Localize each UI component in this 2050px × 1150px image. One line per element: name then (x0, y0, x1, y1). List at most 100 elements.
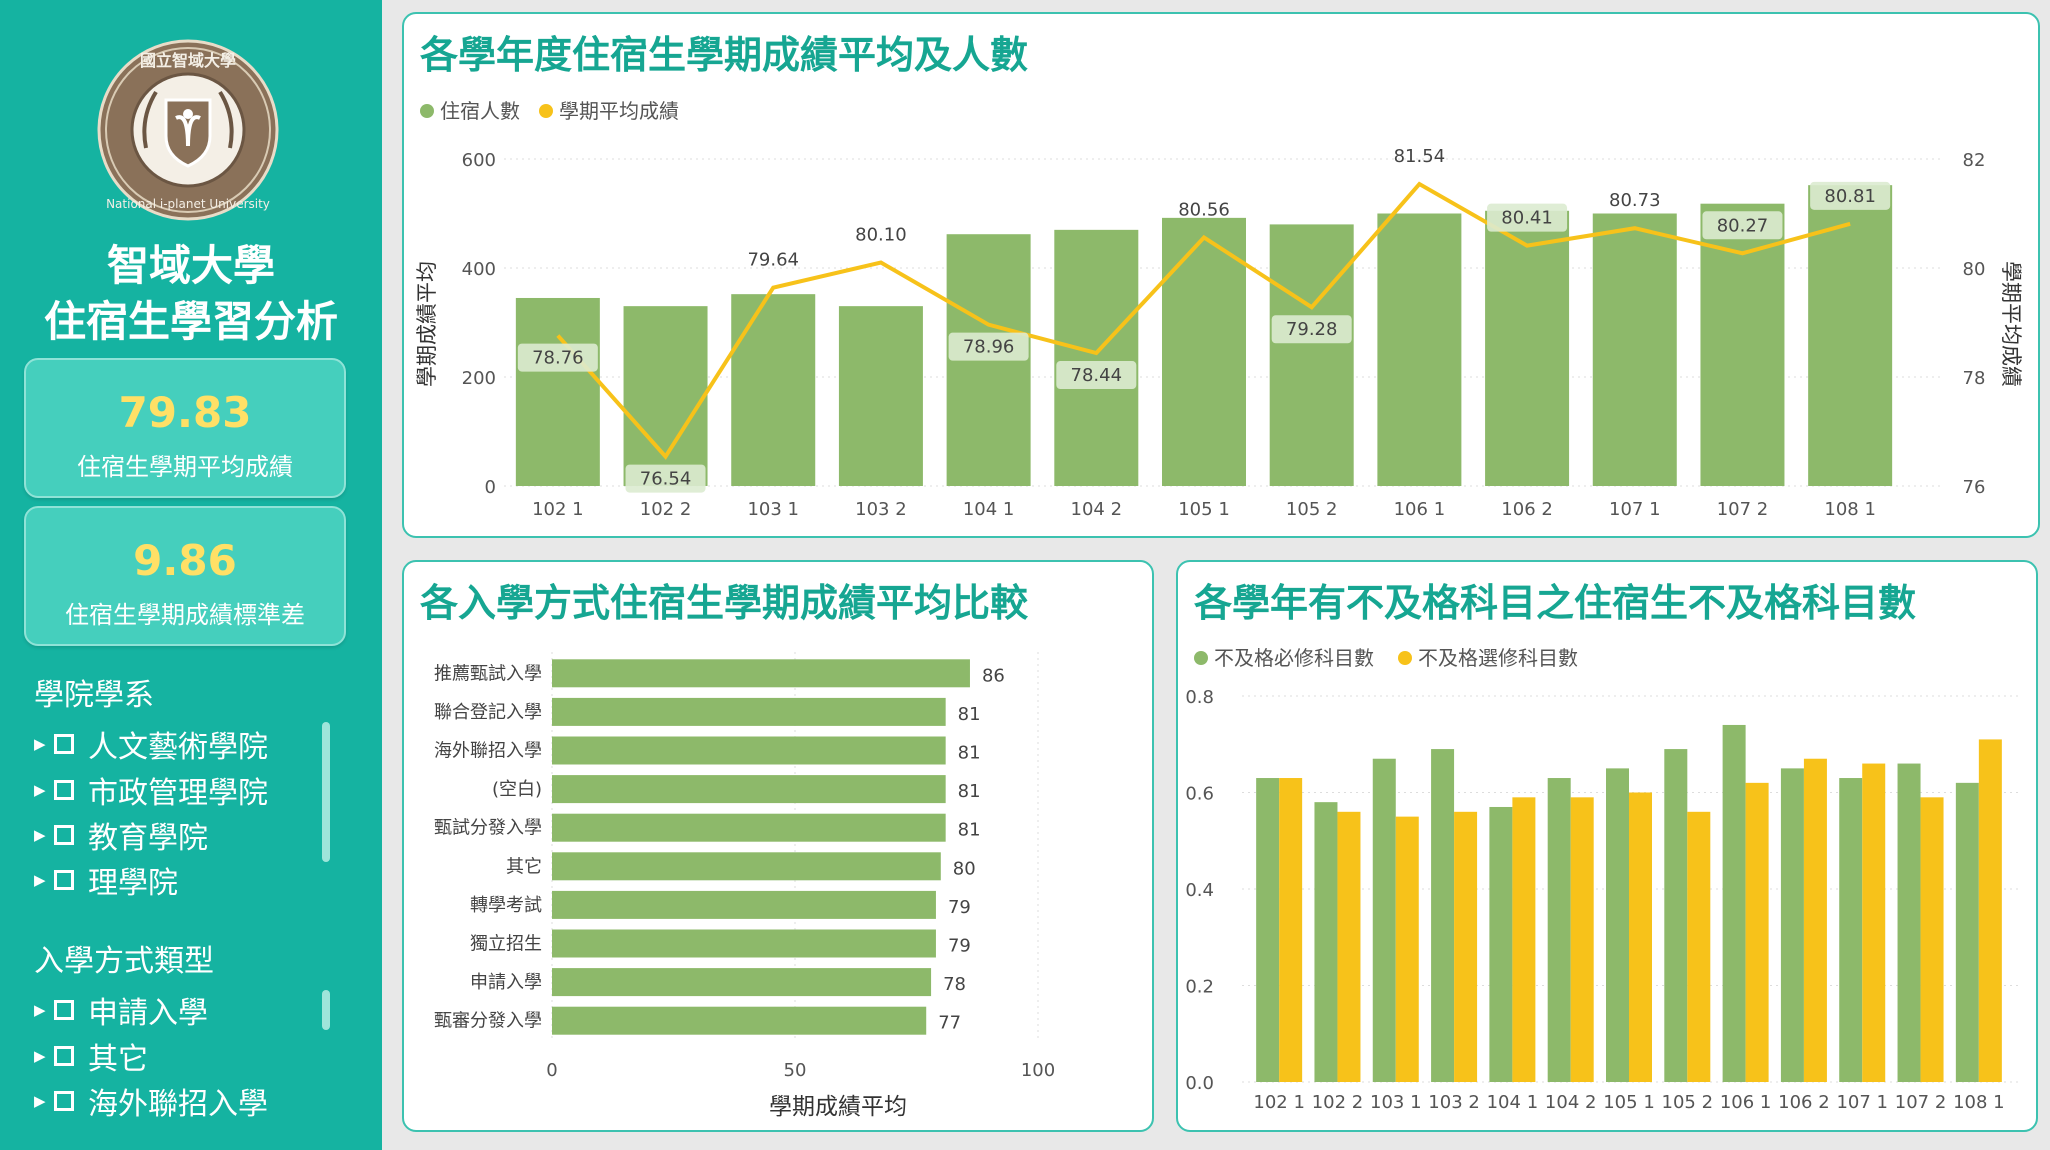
kpi-card-stddev: 9.86 住宿生學期成績標準差 (24, 506, 346, 646)
bar-elective-failed (1803, 758, 1827, 1082)
panel-admission-bar-chart: 各入學方式住宿生學期成績平均比較 0 50 100 推薦甄試入學 86 聯合登記入學 81 海… (402, 560, 1154, 1132)
bar-admission-average (552, 890, 936, 919)
x-tick-label: 0 (546, 1060, 557, 1081)
bar-resident-count (1162, 217, 1246, 487)
y2-tick-label: 82 (1963, 150, 1986, 171)
checkbox[interactable] (54, 734, 74, 754)
slicer-item-label: 海外聯招入學 (88, 1087, 268, 1122)
bar-elective-failed (1862, 763, 1886, 1082)
bar-admission-average (552, 775, 946, 804)
expand-arrow-icon[interactable]: ▶ (34, 781, 46, 799)
x-tick-label: 104 1 (963, 499, 1015, 520)
legend-label: 不及格選修科目數 (1418, 646, 1578, 670)
data-label: 81 (958, 820, 981, 841)
bar-admission-average (552, 968, 932, 997)
data-label: 80.10 (855, 225, 907, 246)
data-label: 78 (943, 974, 966, 995)
expand-arrow-icon[interactable]: ▶ (34, 1001, 46, 1019)
expand-arrow-icon[interactable]: ▶ (34, 826, 46, 844)
data-label-bg (1487, 203, 1568, 232)
y-tick-label: 0 (485, 477, 496, 498)
y-tick-label: 轉學考試 (470, 895, 542, 916)
kpi-average-value: 79.83 (118, 388, 252, 437)
y-tick-label: 600 (462, 150, 496, 171)
data-label: 79 (948, 936, 971, 957)
data-label: 80.27 (1717, 215, 1769, 236)
panel-semester-combo-chart: 各學年度住宿生學期成績平均及人數 住宿人數 學期平均成績 600 400 200 0 82 8… (402, 12, 2040, 538)
legend-label: 學期平均成績 (559, 99, 679, 123)
x-tick-label: 102 1 (1253, 1092, 1305, 1113)
y-tick-label: 其它 (506, 856, 542, 877)
bar-admission-average (552, 852, 941, 881)
bar-elective-failed (1687, 811, 1711, 1082)
x-tick-label: 103 2 (855, 499, 907, 520)
checkbox[interactable] (54, 1000, 74, 1020)
x-axis-title: 學期成績平均 (769, 1094, 907, 1120)
y-tick-label: 0.6 (1185, 784, 1214, 805)
legend-marker (1194, 651, 1208, 665)
slicer-college-item[interactable]: ▶ 理學院 (34, 858, 178, 902)
x-tick-label: 103 1 (1370, 1092, 1422, 1113)
expand-arrow-icon[interactable]: ▶ (34, 735, 46, 753)
data-label: 76.54 (640, 469, 692, 490)
slicer-admission-item[interactable]: ▶ 其它 (34, 1034, 148, 1078)
checkbox[interactable] (54, 1046, 74, 1066)
slicer-admission-item[interactable]: ▶ 申請入學 (34, 988, 208, 1032)
x-tick-label: 103 2 (1428, 1092, 1480, 1113)
y-tick-label: 甄審分發入學 (434, 1011, 542, 1032)
x-tick-label: 106 1 (1720, 1092, 1772, 1113)
bar-required-failed (1314, 802, 1338, 1082)
slicer-college-item[interactable]: ▶ 市政管理學院 (34, 768, 268, 812)
university-logo: 國立智域大學 National i-planet University (97, 39, 279, 221)
data-label: 80.41 (1501, 208, 1553, 229)
x-tick-label: 108 1 (1824, 499, 1876, 520)
bar-elective-failed (1745, 782, 1769, 1082)
dashboard-title: 住宿生學習分析 (43, 297, 338, 346)
y-tick-label: 0.0 (1185, 1073, 1214, 1094)
kpi-stddev-label: 住宿生學期成績標準差 (65, 601, 305, 629)
slicer-item-label: 教育學院 (88, 821, 208, 856)
x-tick-label: 50 (784, 1060, 807, 1081)
slicer-item-label: 申請入學 (88, 996, 208, 1031)
y-tick-label: 0.8 (1185, 687, 1214, 708)
x-tick-label: 106 1 (1394, 499, 1446, 520)
bar-required-failed (1664, 749, 1688, 1082)
slicer-admission-item[interactable]: ▶ 海外聯招入學 (34, 1079, 268, 1123)
bar-admission-average (552, 1006, 927, 1035)
legend-marker (420, 104, 434, 118)
x-tick-label: 100 (1021, 1060, 1055, 1081)
y-tick-label: 0.4 (1185, 880, 1214, 901)
bar-required-failed (1606, 768, 1629, 1082)
bar-elective-failed (1279, 778, 1303, 1082)
data-label: 79.28 (1286, 319, 1338, 340)
bar-elective-failed (1978, 739, 2002, 1082)
checkbox[interactable] (54, 780, 74, 800)
panel-failing-courses-chart: 各學年有不及格科目之住宿生不及格科目數 不及格必修科目數 不及格選修科目數 0.8 0… (1176, 560, 2038, 1132)
slicer-college-item[interactable]: ▶ 教育學院 (34, 813, 208, 857)
data-label: 78.76 (532, 348, 584, 369)
bar-required-failed (1372, 758, 1396, 1082)
kpi-stddev-value: 9.86 (133, 536, 237, 585)
data-label-bg (1056, 361, 1137, 390)
bar-required-failed (1256, 778, 1280, 1082)
legend-label: 不及格必修科目數 (1214, 646, 1374, 670)
slicer-college-scrollbar[interactable] (322, 722, 330, 862)
bar-required-failed (1489, 806, 1513, 1082)
slicer-admission-scrollbar[interactable] (322, 990, 330, 1030)
x-tick-label: 106 2 (1778, 1092, 1830, 1113)
y-tick-label: 400 (462, 259, 496, 280)
x-tick-label: 107 1 (1609, 499, 1661, 520)
expand-arrow-icon[interactable]: ▶ (34, 1047, 46, 1065)
x-tick-label: 105 1 (1603, 1092, 1655, 1113)
slicer-college-item[interactable]: ▶ 人文藝術學院 (34, 722, 268, 766)
expand-arrow-icon[interactable]: ▶ (34, 871, 46, 889)
sidebar: 國立智域大學 National i-planet University 智域大學… (0, 0, 382, 1150)
checkbox[interactable] (54, 825, 74, 845)
checkbox[interactable] (54, 870, 74, 890)
bar-admission-average (552, 659, 970, 688)
checkbox[interactable] (54, 1091, 74, 1111)
expand-arrow-icon[interactable]: ▶ (34, 1092, 46, 1110)
data-label: 80.56 (1178, 199, 1230, 220)
bar-admission-average (552, 813, 946, 842)
bar-elective-failed (1629, 792, 1652, 1082)
